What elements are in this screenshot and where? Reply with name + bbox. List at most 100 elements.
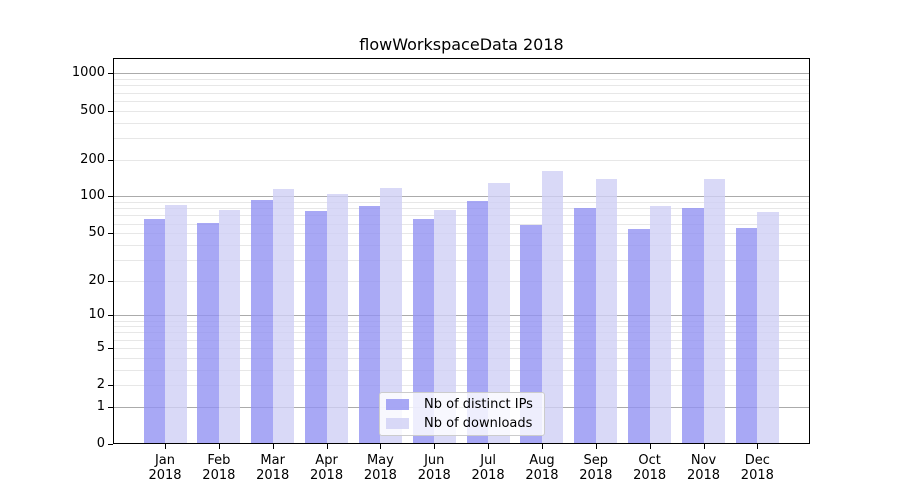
bar-downloads-dec (757, 211, 779, 443)
bar-distinct-ips-apr (305, 211, 327, 443)
gridline-minor-60 (114, 223, 809, 225)
bar-distinct-ips-may (358, 206, 381, 443)
gridline-minor-800 (114, 85, 809, 87)
y-tick-mark-50 (108, 233, 113, 235)
x-tick-label-jul: Jul 2018 (471, 453, 505, 483)
gridline-minor-700 (114, 92, 809, 94)
x-tick-mark-jun (434, 444, 436, 449)
bar-distinct-ips-jun (412, 219, 435, 443)
bar-downloads-sep (595, 178, 618, 443)
x-tick-mark-jul (488, 444, 490, 449)
y-tick-label-1: 1 (96, 398, 105, 414)
x-tick-mark-mar (272, 444, 274, 449)
y-tick-mark-100 (108, 196, 113, 198)
x-tick-mark-aug (541, 444, 543, 449)
gridline-minor-7 (114, 332, 809, 334)
x-tick-label-sep: Sep 2018 (579, 453, 613, 483)
y-tick-label-10: 10 (88, 307, 105, 323)
y-tick-label-500: 500 (80, 102, 105, 118)
bar-distinct-ips-sep (574, 208, 596, 443)
bar-downloads-jun (434, 209, 456, 443)
gridline-minor-5 (114, 347, 809, 349)
gridline-minor-200 (114, 159, 809, 161)
gridline-minor-600 (114, 100, 809, 102)
bar-downloads-mar (272, 189, 295, 443)
bar-downloads-oct (649, 206, 672, 443)
gridline-minor-3 (114, 369, 809, 371)
gridline-minor-300 (114, 137, 809, 139)
legend: Nb of distinct IPs Nb of downloads (379, 392, 545, 436)
gridline-minor-4 (114, 357, 809, 359)
x-tick-mark-nov (703, 444, 705, 449)
bar-distinct-ips-jul (466, 201, 489, 443)
x-tick-label-mar: Mar 2018 (256, 453, 290, 483)
y-tick-mark-200 (108, 159, 113, 161)
gridline-minor-2 (114, 385, 809, 387)
y-tick-label-100: 100 (80, 188, 105, 204)
gridline-minor-70 (114, 215, 809, 217)
bar-downloads-jul (488, 182, 510, 443)
x-tick-mark-feb (218, 444, 220, 449)
bar-distinct-ips-aug (520, 225, 542, 443)
y-tick-mark-500 (108, 110, 113, 112)
x-tick-label-aug: Aug 2018 (525, 453, 559, 483)
bar-downloads-feb (218, 210, 241, 443)
gridline-minor-9 (114, 320, 809, 322)
x-tick-mark-sep (595, 444, 597, 449)
legend-item-downloads: Nb of downloads (380, 415, 544, 432)
gridline-minor-50 (114, 233, 809, 235)
y-tick-label-200: 200 (80, 151, 105, 167)
bar-downloads-apr (326, 193, 349, 443)
bar-downloads-may (380, 187, 402, 443)
x-tick-label-jan: Jan 2018 (148, 453, 182, 483)
bar-downloads-nov (703, 179, 725, 443)
gridline-minor-30 (114, 259, 809, 261)
bar-distinct-ips-nov (682, 207, 704, 443)
bar-distinct-ips-dec (735, 228, 758, 443)
x-tick-mark-dec (757, 444, 759, 449)
y-tick-mark-1000 (108, 73, 113, 75)
legend-swatch-downloads (386, 417, 409, 429)
x-tick-mark-oct (649, 444, 651, 449)
gridline-major-10 (114, 315, 809, 317)
gridline-major-1000 (114, 73, 809, 75)
x-tick-label-apr: Apr 2018 (310, 453, 344, 483)
gridline-minor-40 (114, 244, 809, 246)
bar-downloads-jan (165, 205, 187, 443)
y-tick-label-2: 2 (96, 377, 105, 393)
gridline-minor-6 (114, 339, 809, 341)
y-tick-mark-0 (108, 444, 113, 445)
chart-title: flowWorkspaceData 2018 (359, 35, 564, 54)
x-tick-label-may: May 2018 (363, 453, 397, 483)
x-tick-label-dec: Dec 2018 (740, 453, 774, 483)
y-tick-label-50: 50 (88, 225, 105, 241)
bar-distinct-ips-feb (197, 222, 219, 443)
y-tick-mark-10 (108, 315, 113, 317)
gridline-minor-80 (114, 208, 809, 210)
y-tick-label-5: 5 (96, 339, 105, 355)
gridline-major-100 (114, 196, 809, 198)
x-tick-mark-apr (326, 444, 328, 449)
x-tick-mark-jan (165, 444, 166, 449)
legend-item-distinct-ips: Nb of distinct IPs (380, 396, 544, 413)
bar-distinct-ips-jan (143, 219, 165, 443)
x-tick-label-feb: Feb 2018 (202, 453, 236, 483)
plot-area (113, 58, 810, 444)
y-tick-mark-20 (108, 280, 113, 282)
bar-distinct-ips-oct (628, 229, 650, 443)
y-tick-mark-1 (108, 406, 113, 408)
y-tick-label-1000: 1000 (71, 65, 105, 81)
x-tick-label-nov: Nov 2018 (686, 453, 721, 483)
x-tick-mark-may (380, 444, 382, 449)
x-tick-label-jun: Jun 2018 (417, 453, 451, 483)
gridline-minor-20 (114, 280, 809, 282)
y-tick-mark-2 (108, 385, 113, 387)
gridline-minor-500 (114, 110, 809, 112)
bar-downloads-aug (541, 171, 564, 443)
bar-distinct-ips-mar (251, 199, 273, 443)
y-tick-label-20: 20 (88, 272, 105, 288)
gridline-minor-8 (114, 326, 809, 328)
legend-swatch-distinct-ips (386, 399, 409, 411)
legend-label-distinct-ips: Nb of distinct IPs (424, 397, 533, 413)
